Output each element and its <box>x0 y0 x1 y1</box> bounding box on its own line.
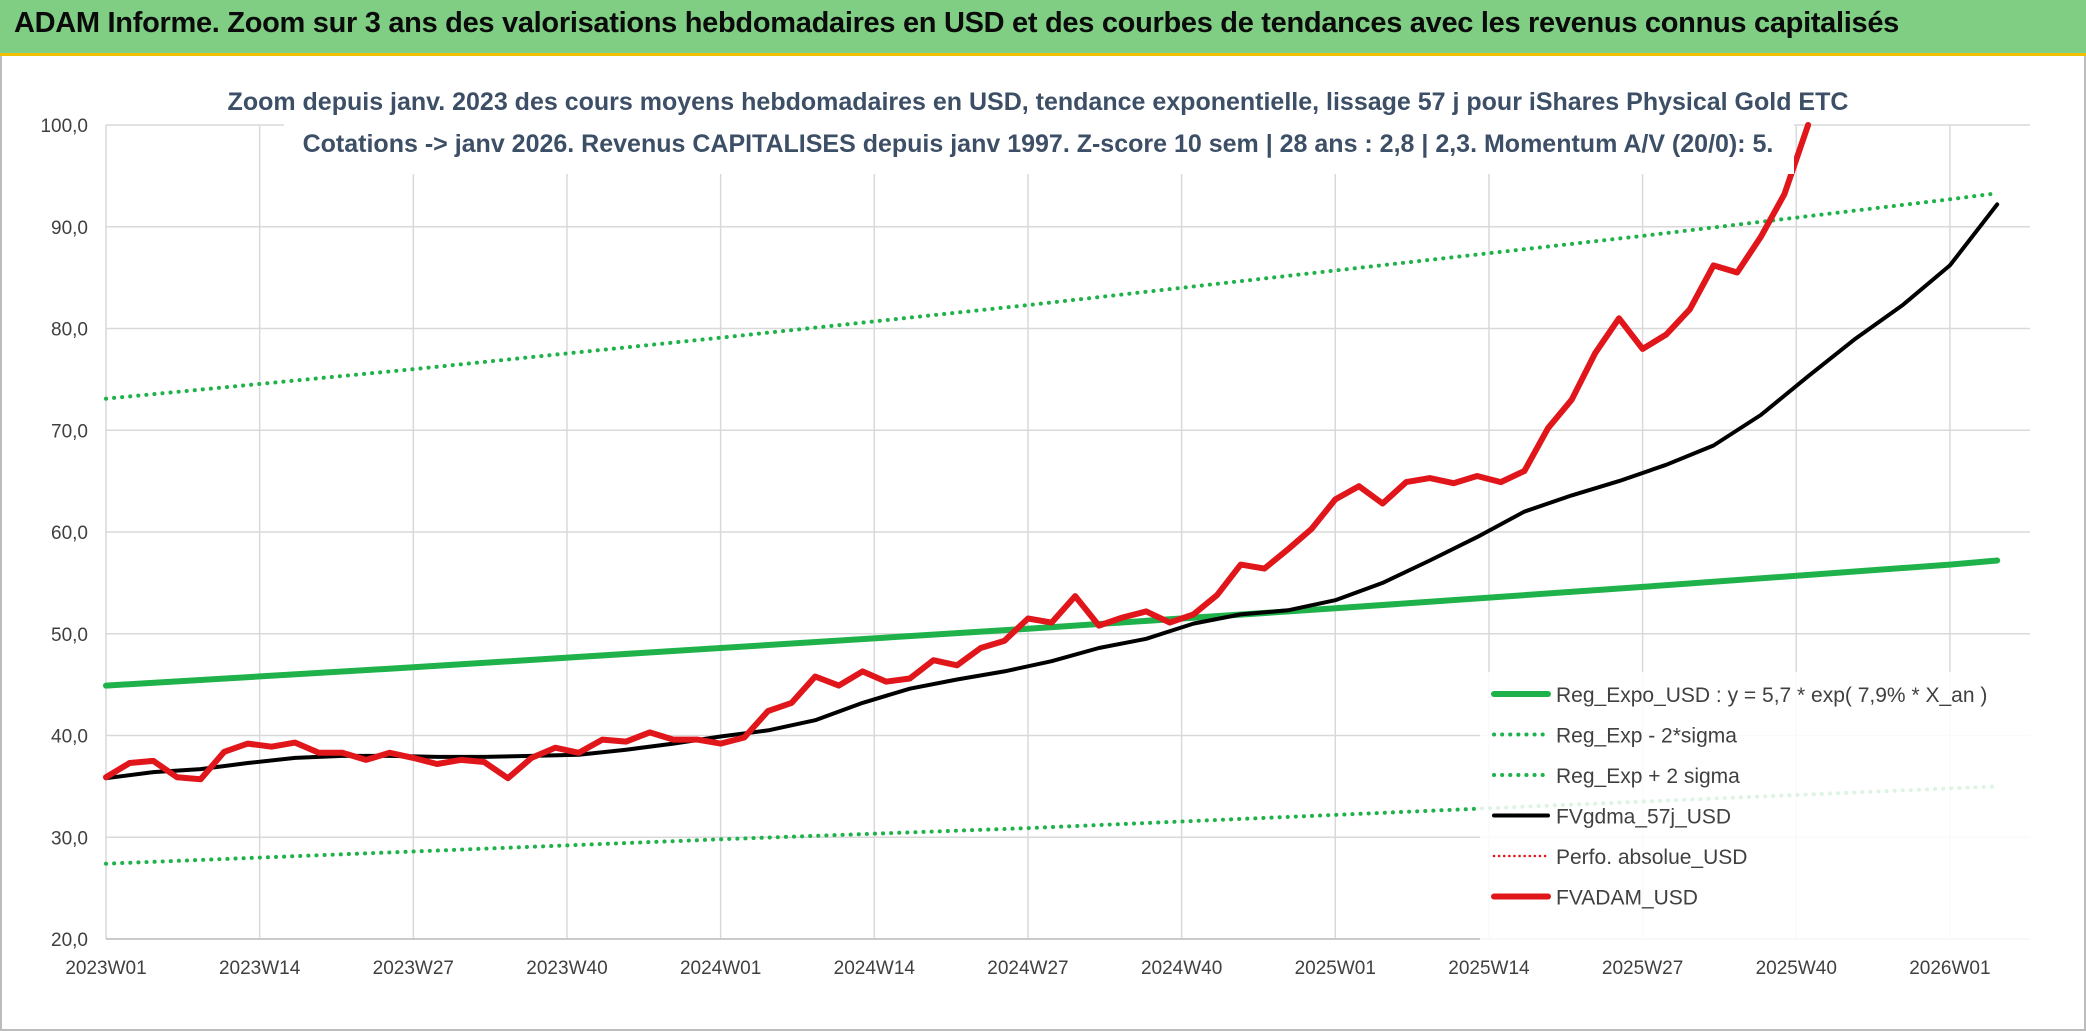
header-title: ADAM Informe. Zoom sur 3 ans des valoris… <box>14 7 1900 39</box>
x-tick-label: 2025W14 <box>1448 958 1530 979</box>
y-axis-labels: 20,0 30,0 40,0 50,0 60,0 70,0 80,0 90,0 100,0 <box>40 116 88 951</box>
y-tick-label: 80,0 <box>51 320 88 341</box>
legend-label: Reg_Exp + 2 sigma <box>1556 765 1740 788</box>
y-tick-label: 60,0 <box>51 523 88 544</box>
header-banner: ADAM Informe. Zoom sur 3 ans des valoris… <box>0 0 2086 56</box>
x-tick-label: 2024W27 <box>987 958 1068 979</box>
legend-label: Perfo. absolue_USD <box>1556 846 1747 869</box>
y-tick-label: 30,0 <box>51 828 88 849</box>
title-block: Zoom depuis janv. 2023 des cours moyens … <box>228 62 1849 174</box>
x-tick-label: 2023W14 <box>219 958 301 979</box>
x-axis-labels: 2023W01 2023W14 2023W27 2023W40 2024W01 2024W… <box>65 958 1990 979</box>
series-line-3 <box>104 202 2000 781</box>
chart-subtitle: Cotations -> janv 2026. Revenus CAPITALI… <box>303 130 1774 158</box>
legend-label: Reg_Exp - 2*sigma <box>1556 725 1737 748</box>
y-tick-label: 100,0 <box>40 116 88 137</box>
y-tick-label: 90,0 <box>51 218 88 239</box>
y-tick-label: 70,0 <box>51 421 88 442</box>
x-tick-label: 2026W01 <box>1909 958 1990 979</box>
y-tick-label: 50,0 <box>51 625 88 646</box>
x-tick-label: 2023W40 <box>526 958 607 979</box>
x-tick-label: 2024W01 <box>680 958 761 979</box>
chart-title: Zoom depuis janv. 2023 des cours moyens … <box>228 88 1849 116</box>
x-tick-label: 2024W14 <box>834 958 916 979</box>
x-tick-label: 2024W40 <box>1141 958 1222 979</box>
y-tick-label: 40,0 <box>51 727 88 748</box>
x-tick-label: 2025W27 <box>1602 958 1683 979</box>
legend-background <box>1480 672 2040 944</box>
series-line-5 <box>103 122 1812 783</box>
legend-label: FVgdma_57j_USD <box>1556 806 1731 829</box>
legend-label: Reg_Expo_USD : y = 5,7 * exp( 7,9% * X_a… <box>1556 684 1987 707</box>
x-tick-label: 2023W01 <box>65 958 146 979</box>
series-line-1 <box>104 784 2000 866</box>
title-background <box>284 62 1794 174</box>
x-tick-label: 2025W01 <box>1295 958 1376 979</box>
y-tick-label: 20,0 <box>51 930 88 951</box>
legend-label: FVADAM_USD <box>1556 887 1698 910</box>
legend: Reg_Expo_USD : y = 5,7 * exp( 7,9% * X_a… <box>1480 672 2040 944</box>
series-layer <box>103 122 2001 866</box>
line-chart: 20,0 30,0 40,0 50,0 60,0 70,0 80,0 90,0 100,0 20… <box>8 62 2054 1018</box>
x-tick-label: 2025W40 <box>1756 958 1837 979</box>
x-tick-label: 2023W27 <box>373 958 454 979</box>
